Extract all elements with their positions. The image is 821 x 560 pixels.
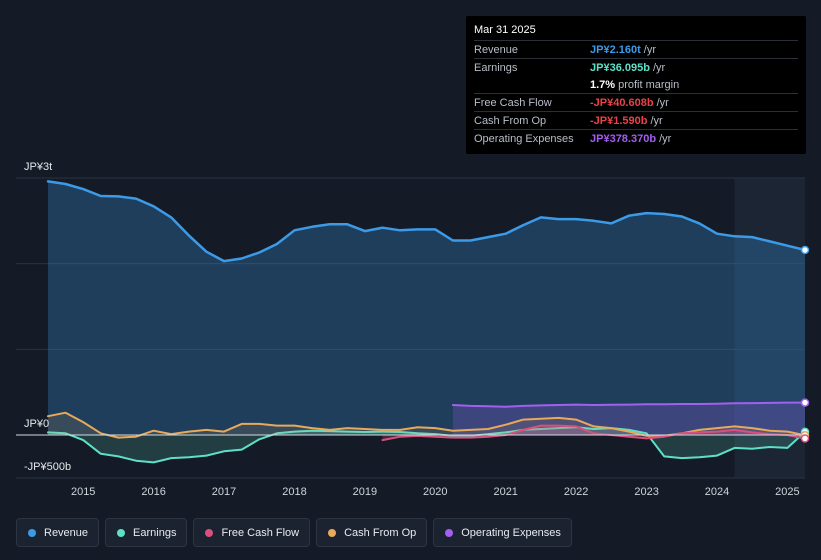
legend-dot-icon (28, 528, 36, 537)
x-tick-label: 2023 (634, 486, 658, 498)
x-tick-label: 2022 (564, 486, 588, 498)
tooltip-row-revenue: Revenue JP¥2.160t /yr (474, 40, 798, 58)
tooltip-unit: /yr (643, 43, 656, 56)
tooltip-value: JP¥378.370b (590, 132, 657, 145)
free-cash-flow-end-point (800, 434, 810, 443)
y-axis-top-label: JP¥3t (24, 161, 52, 173)
tooltip-unit: profit margin (618, 78, 680, 91)
earnings-line (47, 426, 806, 464)
tooltip-value: JP¥2.160t (590, 43, 641, 56)
tooltip-date: Mar 31 2025 (474, 24, 536, 36)
y-axis-zero-label: JP¥0 (24, 418, 49, 430)
tooltip-value: 1.7% (590, 78, 616, 91)
legend-item-earnings[interactable]: Earnings (105, 518, 188, 547)
cash-from-op-area (48, 412, 805, 438)
tooltip-row-fcf: Free Cash Flow -JP¥40.608b /yr (474, 93, 798, 111)
tooltip-row-earnings: Earnings JP¥36.095b /yr (474, 58, 798, 76)
revenue-end-point (800, 245, 810, 255)
chart: JP¥3t JP¥0 -JP¥500b 2015 2016 2017 2018 2019… (16, 161, 810, 498)
x-tick-label: 2025 (775, 486, 799, 498)
legend-dot-icon (328, 528, 337, 537)
x-tick-label: 2020 (423, 486, 447, 498)
x-tick-label: 2016 (141, 486, 165, 498)
tooltip-unit: /yr (656, 96, 669, 109)
series-layer (46, 180, 807, 464)
legend-dot-icon (205, 528, 214, 537)
operating-expenses-area (452, 402, 805, 435)
tooltip-row-margin: 1.7% profit margin (474, 76, 798, 93)
legend-item-free-cash-flow[interactable]: Free Cash Flow (193, 518, 311, 547)
tooltip-row-opex: Operating Expenses JP¥378.370b /yr (474, 129, 798, 147)
legend: Revenue Earnings Free Cash Flow Cash Fro… (16, 518, 572, 547)
x-tick-label: 2015 (71, 486, 95, 498)
end-dots (800, 245, 810, 443)
legend-item-cash-from-op[interactable]: Cash From Op (316, 518, 428, 547)
tooltip-label: Operating Expenses (474, 132, 574, 145)
tooltip-unit: /yr (652, 61, 666, 74)
x-tick-label: 2024 (705, 486, 729, 498)
operating-expenses-end-point (800, 398, 810, 407)
legend-label: Operating Expenses (461, 526, 561, 539)
tooltip-value: JP¥36.095b (590, 61, 650, 74)
tooltip-label: Revenue (474, 43, 519, 56)
legend-label: Earnings (133, 526, 177, 539)
revenue-area (48, 181, 805, 435)
legend-label: Revenue (44, 526, 89, 539)
free-cash-flow-line (381, 424, 806, 442)
x-tick-label: 2017 (212, 486, 236, 498)
x-axis-ticks: 2015 2016 2017 2018 2019 2020 2021 2022 2023 2024… (71, 486, 800, 498)
legend-label: Free Cash Flow (221, 526, 300, 539)
y-axis-bottom-label: -JP¥500b (24, 461, 71, 473)
tooltip-value: -JP¥40.608b (590, 96, 654, 109)
tooltip-panel: Mar 31 2025 Revenue JP¥2.160t /yr Earnin… (466, 16, 806, 154)
legend-dot-icon (445, 528, 454, 537)
legend-dot-icon (117, 528, 126, 537)
tooltip-label: Cash From Op (474, 114, 547, 127)
legend-label: Cash From Op (344, 526, 417, 539)
tooltip-label: Earnings (474, 61, 518, 74)
revenue-line (46, 180, 807, 263)
tooltip-unit: /yr (659, 132, 672, 145)
x-tick-label: 2019 (353, 486, 377, 498)
tooltip-label: Free Cash Flow (474, 96, 552, 109)
x-tick-label: 2021 (493, 486, 517, 498)
legend-item-operating-expenses[interactable]: Operating Expenses (433, 518, 572, 547)
tooltip-value: -JP¥1.590b (590, 114, 648, 127)
earnings-area (48, 427, 805, 463)
x-tick-label: 2018 (282, 486, 306, 498)
operating-expenses-line (451, 401, 806, 408)
tooltip-unit: /yr (650, 114, 663, 127)
tooltip-row-cfo: Cash From Op -JP¥1.590b /yr (474, 111, 798, 129)
legend-item-revenue[interactable]: Revenue (16, 518, 100, 547)
